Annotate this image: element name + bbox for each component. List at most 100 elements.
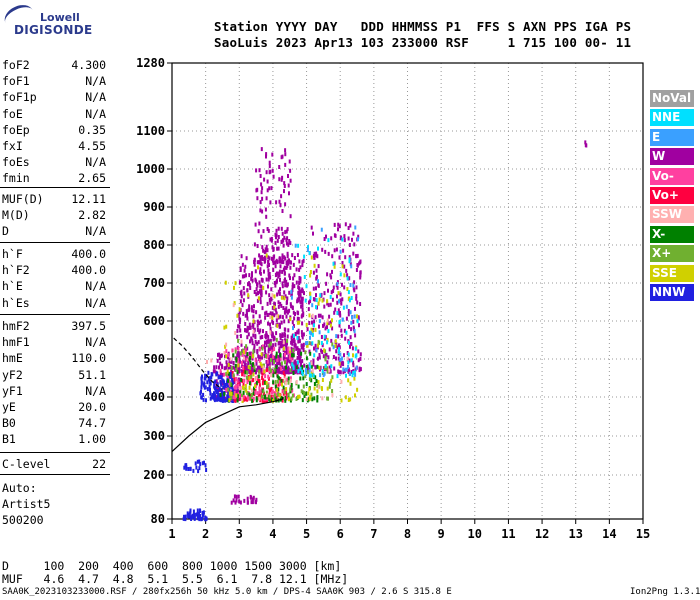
echo-point-w <box>308 349 311 354</box>
echo-point-w <box>350 370 353 374</box>
logo-lowell: Lowell <box>40 11 80 24</box>
echo-point-vo <box>279 356 282 361</box>
echo-point-x <box>287 380 290 385</box>
echo-point-w <box>300 314 303 319</box>
echo-point-w <box>292 262 295 267</box>
echo-point-w <box>259 267 262 272</box>
echo-point-w <box>280 320 283 325</box>
echo-point-w <box>278 348 281 353</box>
echo-point-sse <box>311 329 314 334</box>
echo-point-w <box>301 359 304 363</box>
echo-point-w <box>258 221 261 226</box>
echo-point-w <box>250 500 253 505</box>
echo-point-w <box>267 349 270 354</box>
echo-point-w <box>585 143 588 148</box>
echo-point-w <box>323 237 326 241</box>
echo-point-x <box>275 365 278 370</box>
echo-point-vo <box>263 391 265 396</box>
echo-point-w <box>311 320 313 325</box>
echo-point-sse <box>334 344 337 348</box>
echo-point-w <box>276 246 279 251</box>
echo-point-nne <box>342 305 345 310</box>
echo-point-w <box>268 298 271 303</box>
echo-point-nnw <box>198 466 201 471</box>
param-c-level: C-level 22 <box>2 457 106 473</box>
echo-point-w <box>312 362 315 367</box>
echo-point-w <box>327 321 330 326</box>
echo-point-w <box>260 284 263 289</box>
param-value: 397.5 <box>71 319 106 333</box>
echo-point-x <box>283 390 286 395</box>
echo-point-nnw <box>231 376 233 381</box>
echo-point-x <box>292 353 295 358</box>
echo-point-w <box>265 154 267 159</box>
param-fxi: fxI 4.55 <box>2 139 106 155</box>
echo-point-w <box>267 334 270 339</box>
echo-point-w <box>281 253 284 258</box>
echo-point-nnw <box>206 380 209 385</box>
echo-point-w <box>255 279 258 284</box>
echo-point-w <box>274 240 277 245</box>
echo-point-w <box>290 335 293 340</box>
echo-point-x <box>271 397 273 402</box>
echo-point-w <box>219 371 222 376</box>
echo-point-x <box>246 370 249 375</box>
echo-point-w <box>294 312 296 316</box>
echo-point-w <box>251 271 253 276</box>
echo-point-x <box>299 376 302 381</box>
echo-point-w <box>296 330 299 335</box>
echo-point-w <box>292 324 295 328</box>
echo-point-w <box>246 367 249 372</box>
param-name: hmE <box>2 351 23 366</box>
echo-point-w <box>318 324 320 329</box>
echo-point-w <box>329 302 332 307</box>
echo-point-w <box>225 365 228 370</box>
echo-point-vo <box>264 374 267 379</box>
echo-point-w <box>215 379 218 384</box>
param-name: foF2 <box>2 58 30 72</box>
param-value: N/A <box>85 224 106 239</box>
echo-point-w <box>244 358 247 363</box>
echo-point-nne <box>310 373 313 378</box>
echo-point-x <box>297 384 300 389</box>
separator-line <box>0 242 110 243</box>
echo-point-sse <box>254 384 257 389</box>
param-fof2: foF2 4.300 <box>2 58 106 74</box>
echo-point-w <box>275 235 277 240</box>
echo-point-w <box>256 260 259 265</box>
echo-point-w <box>347 312 350 317</box>
echo-point-x <box>246 391 249 396</box>
y-tick-label: 600 <box>143 314 165 328</box>
echo-point-nnw <box>215 397 218 402</box>
echo-point-nnw <box>184 514 187 519</box>
echo-point-w <box>259 335 262 340</box>
echo-point-w <box>264 247 267 252</box>
echo-point-x <box>285 365 287 370</box>
echo-point-sse <box>226 369 229 374</box>
echo-point-w <box>258 321 261 326</box>
echo-point-sse <box>265 381 268 385</box>
echo-point-w <box>285 241 288 246</box>
echo-point-nne <box>337 350 340 355</box>
echo-point-sse <box>306 343 308 348</box>
echo-point-w <box>291 305 294 310</box>
echo-point-w <box>266 339 268 344</box>
echo-point-w <box>248 273 251 278</box>
echo-point-sse <box>225 324 228 329</box>
echo-point-x <box>287 392 290 397</box>
echo-point-w <box>259 200 262 205</box>
echo-point-w <box>321 247 324 252</box>
echo-point-w <box>243 291 246 296</box>
echo-point-w <box>299 265 302 270</box>
echo-point-w <box>333 310 336 315</box>
echo-point-w <box>287 328 290 333</box>
echo-point-e <box>306 341 309 345</box>
header-line-2: SaoLuis 2023 Apr13 103 233000 RSF 1 715 … <box>214 35 632 50</box>
echo-point-w <box>247 360 250 365</box>
echo-point-nnw <box>205 374 208 379</box>
echo-point-nne <box>313 353 316 358</box>
echo-point-w <box>238 310 241 315</box>
echo-point-vo <box>233 390 236 395</box>
echo-point-x <box>253 386 255 391</box>
